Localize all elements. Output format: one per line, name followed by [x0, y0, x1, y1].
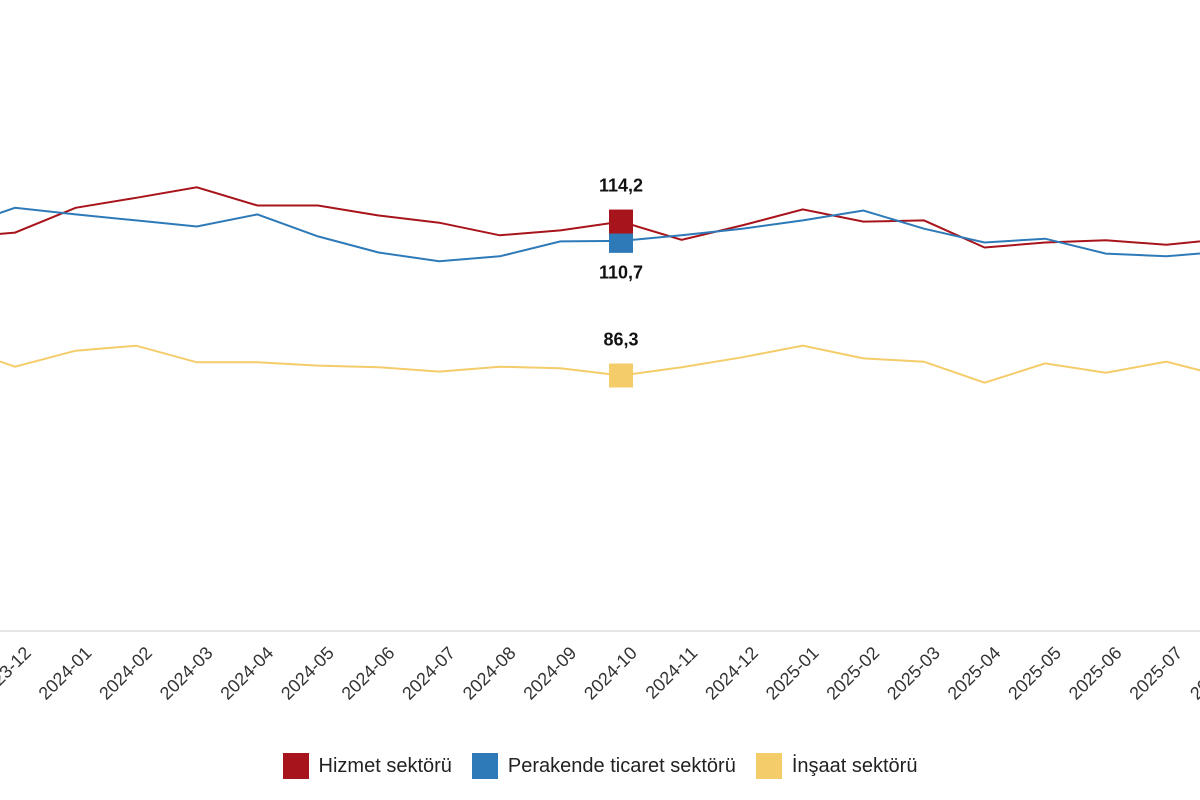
legend-swatch — [282, 753, 309, 779]
legend-swatch — [471, 753, 498, 779]
legend-item[interactable]: İnşaat sektörü — [755, 753, 918, 779]
legend-item[interactable]: Hizmet sektörü — [282, 753, 452, 779]
x-tick-label: 2024-12 — [701, 643, 762, 704]
data-label: 110,7 — [599, 263, 643, 283]
series-line — [0, 206, 1200, 263]
x-tick-label: 2025-08 — [1186, 643, 1200, 704]
legend-item[interactable]: Perakende ticaret sektörü — [471, 753, 736, 779]
legend-label: Hizmet sektörü — [318, 754, 452, 777]
x-tick-label: 2024-02 — [95, 643, 156, 704]
legend-label: İnşaat sektörü — [791, 754, 918, 777]
x-tick-label: 2024-10 — [580, 643, 641, 704]
highlight-marker — [609, 363, 633, 388]
x-tick-label: 2024-08 — [459, 643, 520, 704]
x-tick-label: 2024-11 — [642, 643, 702, 703]
x-tick-label: 2024-05 — [277, 643, 338, 704]
x-tick-label: 2024-06 — [338, 643, 399, 704]
x-tick-label: 2025-07 — [1125, 643, 1186, 704]
data-label: 86,3 — [603, 329, 638, 349]
series-line — [0, 344, 1200, 384]
chart: 2023-12 2024-01 2024-02 2024-03 2024-04 2024-… — [0, 175, 1200, 704]
legend: Hizmet sektörü Perakende ticaret sektörü İ… — [0, 753, 1200, 779]
x-tick-label: 2025-01 — [762, 643, 823, 704]
series-line — [0, 186, 1200, 249]
x-tick-label: 2025-03 — [883, 643, 944, 704]
x-tick-label: 2024-04 — [216, 643, 277, 704]
data-label: 114,2 — [599, 175, 643, 195]
x-tick-label: 2024-09 — [519, 643, 580, 704]
x-tick-label: 2024-07 — [398, 643, 459, 704]
legend-label: Perakende ticaret sektörü — [507, 754, 736, 777]
x-tick-label: 2023-12 — [0, 643, 35, 704]
x-tick-label: 2025-05 — [1004, 643, 1065, 704]
x-tick-label: 2024-01 — [35, 643, 96, 704]
x-tick-label: 2025-02 — [822, 643, 883, 704]
x-tick-label: 2025-04 — [944, 643, 1005, 704]
x-tick-label: 2024-03 — [156, 643, 217, 704]
highlight-marker — [609, 209, 633, 234]
legend-swatch — [755, 753, 782, 779]
x-tick-label: 2025-06 — [1065, 643, 1126, 704]
